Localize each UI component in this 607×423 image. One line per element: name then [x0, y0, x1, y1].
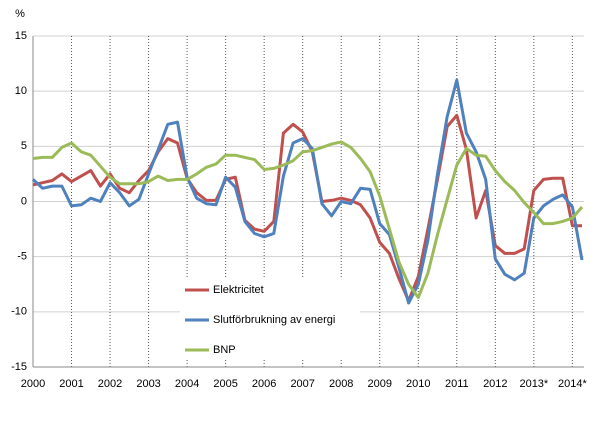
y-tick-label: -5 [17, 251, 27, 263]
x-tick-label: 2014* [558, 378, 587, 390]
y-tick-label: 5 [21, 140, 27, 152]
legend-label: Elektricitet [213, 284, 264, 296]
y-tick-label: 10 [15, 85, 27, 97]
y-tick-label: -10 [11, 306, 27, 318]
series-line [32, 140, 584, 299]
legend-label: BNP [213, 344, 236, 356]
x-tick-label: 2001 [59, 378, 83, 390]
x-tick-label: 2002 [98, 378, 122, 390]
x-tick-label: 2010 [406, 378, 430, 390]
x-tick-label: 2011 [445, 378, 469, 390]
x-tick-label: 2009 [367, 378, 391, 390]
x-tick-label: 2008 [329, 378, 353, 390]
y-tick-label: 0 [21, 195, 27, 207]
x-tick-label: 2013* [519, 378, 548, 390]
x-tick-label: 2007 [290, 378, 314, 390]
x-tick-label: 2012 [483, 378, 507, 390]
x-tick-label: 2006 [252, 378, 276, 390]
y-axis-label: % [15, 8, 25, 20]
x-tick-label: 2003 [136, 378, 160, 390]
legend-label: Slutförbrukning av energi [213, 314, 335, 326]
x-tick-label: 2005 [213, 378, 237, 390]
y-tick-label: 15 [15, 30, 27, 42]
x-tick-label: 2000 [21, 378, 45, 390]
legend-background [180, 279, 360, 359]
series-line [31, 78, 584, 305]
y-tick-label: -15 [11, 361, 27, 373]
x-tick-label: 2004 [175, 378, 199, 390]
